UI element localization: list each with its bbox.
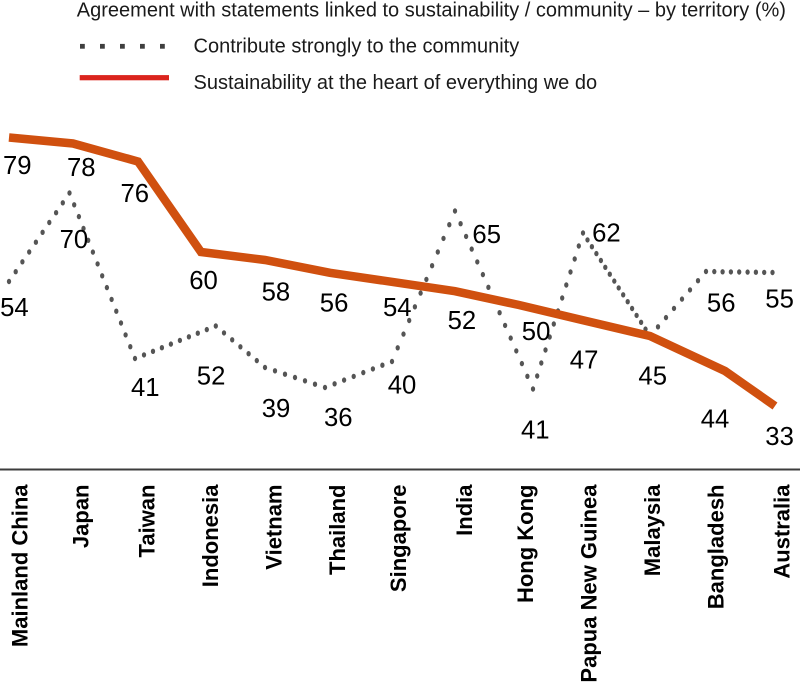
svg-text:54: 54	[0, 294, 29, 322]
svg-text:Taiwan: Taiwan	[135, 485, 160, 558]
svg-text:56: 56	[707, 290, 736, 318]
svg-text:Sustainability at the heart of: Sustainability at the heart of everythin…	[194, 72, 598, 94]
svg-text:56: 56	[320, 290, 349, 318]
svg-text:Indonesia: Indonesia	[198, 484, 223, 587]
svg-text:60: 60	[189, 267, 218, 295]
svg-text:Mainland China: Mainland China	[8, 484, 33, 647]
svg-text:Contribute strongly to the com: Contribute strongly to the community	[194, 36, 520, 58]
svg-text:70: 70	[60, 226, 89, 254]
svg-text:33: 33	[765, 423, 794, 451]
svg-text:54: 54	[383, 294, 412, 322]
svg-text:Vietnam: Vietnam	[262, 485, 287, 570]
svg-text:41: 41	[521, 417, 550, 445]
svg-text:Papua New Guinea: Papua New Guinea	[577, 484, 602, 683]
svg-text:Japan: Japan	[69, 485, 94, 549]
svg-text:50: 50	[522, 318, 551, 346]
svg-text:Thailand: Thailand	[325, 485, 350, 575]
svg-text:44: 44	[701, 405, 730, 433]
svg-text:36: 36	[324, 404, 353, 432]
svg-text:58: 58	[262, 279, 291, 307]
svg-text:52: 52	[197, 362, 226, 390]
svg-text:India: India	[452, 484, 477, 536]
svg-text:79: 79	[3, 152, 32, 180]
svg-text:78: 78	[67, 154, 96, 182]
svg-text:55: 55	[765, 286, 794, 314]
svg-text:Singapore: Singapore	[386, 485, 411, 593]
svg-text:65: 65	[472, 221, 501, 249]
svg-text:76: 76	[121, 180, 150, 208]
svg-text:Agreement with statements link: Agreement with statements linked to sust…	[77, 0, 786, 22]
svg-text:62: 62	[592, 220, 621, 248]
svg-text:Malaysia: Malaysia	[640, 484, 665, 576]
svg-text:Bangladesh: Bangladesh	[704, 485, 729, 610]
svg-text:45: 45	[638, 363, 667, 391]
svg-text:41: 41	[131, 374, 160, 402]
svg-text:Australia: Australia	[770, 484, 795, 579]
svg-text:40: 40	[388, 371, 417, 399]
svg-text:39: 39	[262, 395, 291, 423]
svg-text:47: 47	[570, 347, 599, 375]
svg-text:52: 52	[448, 307, 477, 335]
svg-text:Hong Kong: Hong Kong	[513, 485, 538, 604]
